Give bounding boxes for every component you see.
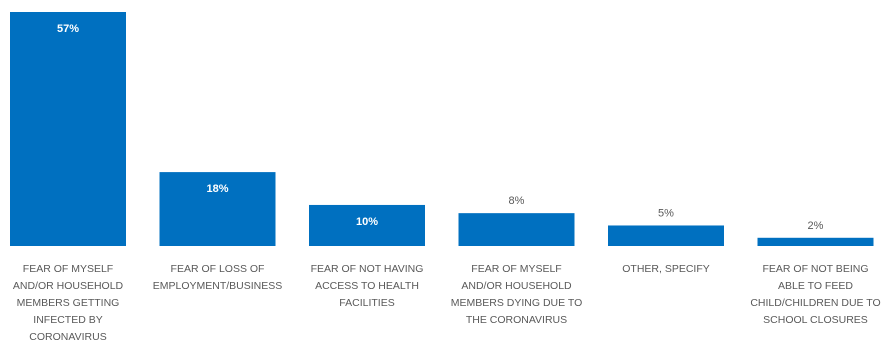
data-label-6: 2% bbox=[808, 220, 824, 232]
data-label-2: 18% bbox=[206, 183, 228, 195]
data-label-1: 57% bbox=[57, 23, 79, 35]
data-labels-group: 57% 18% 10% 8% 5% 2% bbox=[57, 23, 824, 232]
category-label-4: FEAR OF MYSELF AND/OR HOUSEHOLD MEMBERS DY… bbox=[451, 263, 582, 326]
data-label-3: 10% bbox=[356, 216, 378, 228]
bar-3 bbox=[309, 204, 425, 246]
bar-6 bbox=[757, 237, 874, 246]
bars-group bbox=[10, 12, 874, 246]
category-label-5: OTHER, SPECIFY bbox=[622, 263, 710, 275]
data-label-4: 8% bbox=[509, 195, 525, 207]
bar-2 bbox=[159, 172, 276, 246]
bar-4 bbox=[458, 213, 575, 246]
category-label-1: FEAR OF MYSELF AND/OR HOUSEHOLD MEMBERS GE… bbox=[13, 263, 124, 343]
category-label-6: FEAR OF NOT BEING ABLE TO FEED CHILD/CHILD… bbox=[750, 263, 880, 326]
category-label-2: FEAR OF LOSS OF EMPLOYMENT/BUSINESS bbox=[153, 263, 283, 292]
bar-5 bbox=[608, 225, 724, 246]
data-label-5: 5% bbox=[658, 207, 674, 219]
bar-1 bbox=[10, 12, 126, 246]
category-label-3: FEAR OF NOT HAVING ACCESS TO HEALTH FACILI… bbox=[311, 263, 424, 309]
category-labels-group: FEAR OF MYSELF AND/OR HOUSEHOLD MEMBERS GE… bbox=[13, 263, 881, 343]
